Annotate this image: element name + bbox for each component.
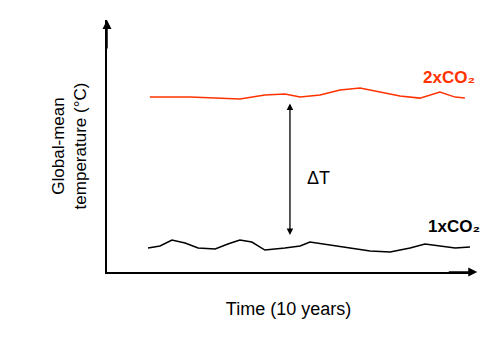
svg-text:1xCO₂: 1xCO₂ (428, 217, 480, 236)
svg-text:2xCO₂: 2xCO₂ (423, 68, 475, 87)
svg-text:Global-meantemperature (°C): Global-meantemperature (°C) (49, 83, 90, 210)
svg-text:Time (10 years): Time (10 years) (226, 299, 351, 319)
svg-text:ΔT: ΔT (307, 168, 330, 188)
